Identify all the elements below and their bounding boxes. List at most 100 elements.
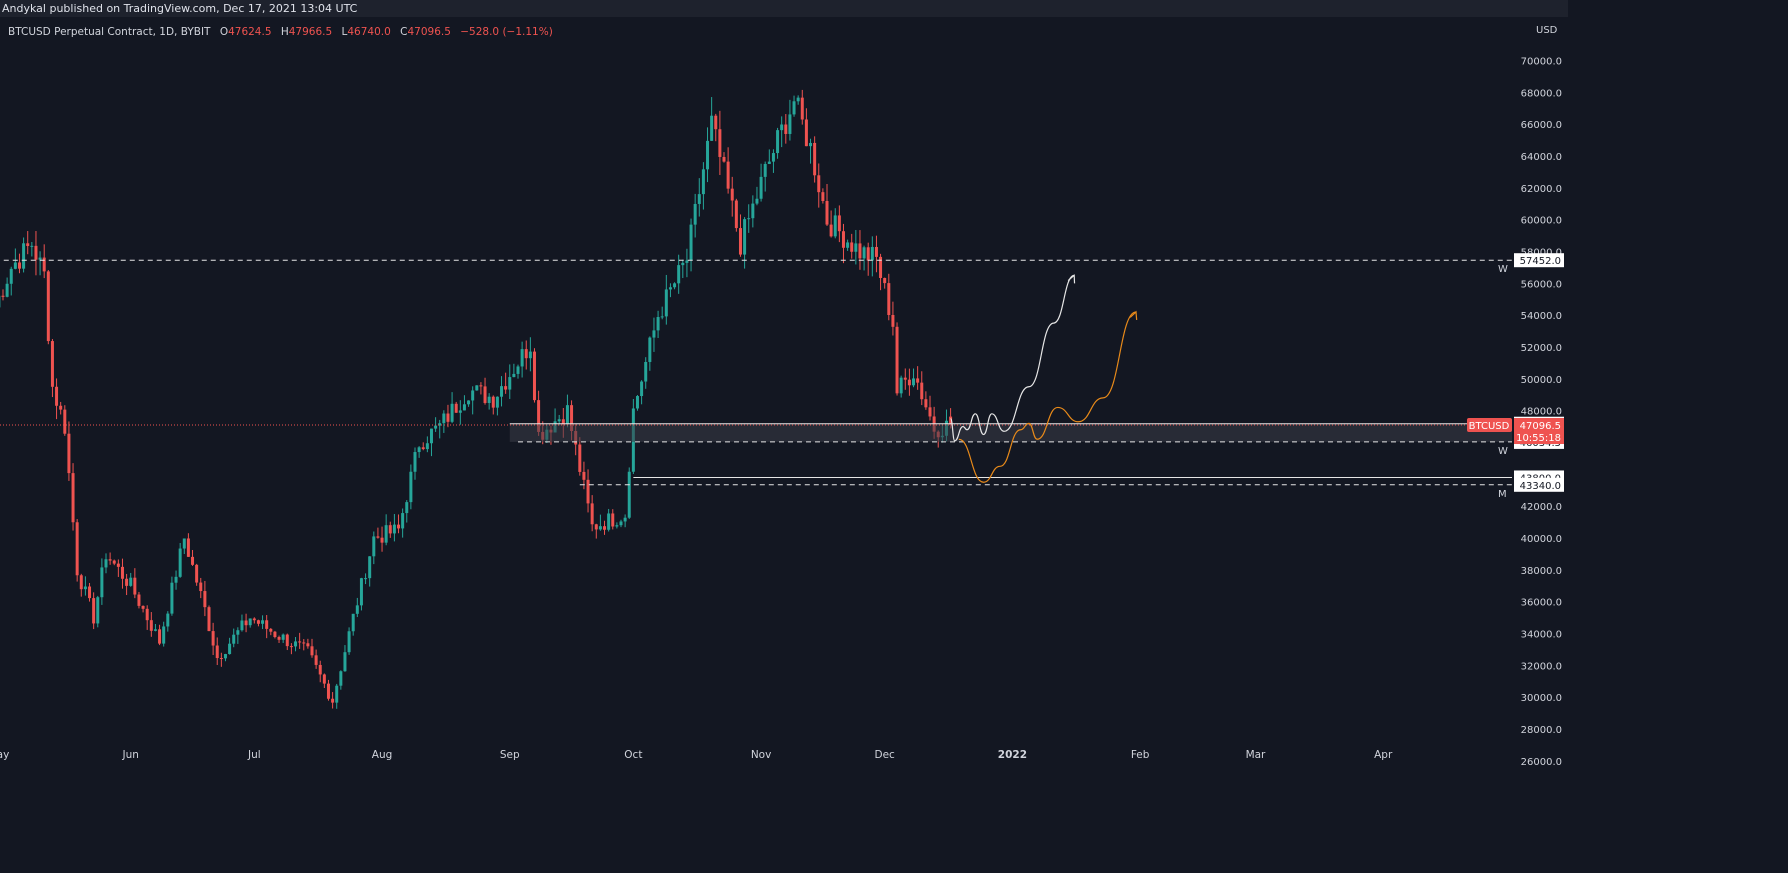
candle-body xyxy=(397,524,401,529)
projection-path-orange[interactable] xyxy=(958,311,1137,483)
price-axis-background[interactable] xyxy=(1512,17,1568,766)
candle-body xyxy=(326,683,330,699)
candle-body xyxy=(598,526,602,530)
y-tick-label: 38000.0 xyxy=(1521,566,1562,577)
candle-body xyxy=(532,351,536,401)
candle-body xyxy=(903,377,907,380)
candle-body xyxy=(565,405,569,425)
candle-body xyxy=(219,658,223,660)
candle-body xyxy=(96,597,100,624)
y-tick-label: 40000.0 xyxy=(1521,534,1562,545)
candle-body xyxy=(289,646,293,648)
candle-body xyxy=(281,634,285,640)
candle-body xyxy=(46,271,50,342)
candle-body xyxy=(710,115,714,141)
candle-body xyxy=(199,582,203,592)
candle-body xyxy=(846,242,850,248)
legend-close-label: C xyxy=(400,26,407,38)
candle-body xyxy=(59,405,63,410)
candle-body xyxy=(899,377,903,394)
y-tick-label: 48000.0 xyxy=(1521,407,1562,418)
candle-body xyxy=(804,119,808,147)
candle-body xyxy=(570,405,574,432)
x-tick-label: Jul xyxy=(247,749,261,761)
legend-high: 47966.5 xyxy=(289,26,332,38)
candle-body xyxy=(302,642,306,644)
projection-path-orange-arrowhead xyxy=(1129,310,1138,320)
candle-body xyxy=(821,192,825,201)
y-tick-label: 60000.0 xyxy=(1521,216,1562,227)
candle-body xyxy=(191,556,195,565)
candle-body xyxy=(813,142,817,176)
candle-body xyxy=(866,247,870,261)
candle-body xyxy=(644,361,648,382)
candle-body xyxy=(734,200,738,229)
candle-body xyxy=(870,246,874,261)
projection-path-white[interactable] xyxy=(950,274,1075,442)
publisher-bar: Andykal published on TradingView.com, De… xyxy=(0,0,1568,17)
candle-body xyxy=(88,586,92,599)
candle-body xyxy=(322,674,326,684)
candle-body xyxy=(471,390,475,401)
time-axis[interactable]: ay Jun Jul Aug Sep Oct Nov Dec 2022 Feb Mar Apr xyxy=(0,749,1393,761)
candle-body xyxy=(516,366,520,374)
currency-label: USD xyxy=(1536,25,1558,36)
candle-body xyxy=(162,626,166,644)
candle-body xyxy=(236,630,240,635)
projection-path-white-arrowhead xyxy=(1067,274,1076,284)
candle-body xyxy=(195,564,199,583)
y-tick-label: 64000.0 xyxy=(1521,152,1562,163)
candle-body xyxy=(607,513,611,530)
candle-body xyxy=(248,618,252,626)
candle-body xyxy=(747,218,751,220)
candle-body xyxy=(578,444,582,472)
candle-body xyxy=(817,175,821,193)
candle-body xyxy=(355,605,359,614)
y-tick-label: 26000.0 xyxy=(1521,757,1562,766)
candle-body xyxy=(9,268,13,284)
x-tick-label: Mar xyxy=(1246,749,1266,761)
candle-body xyxy=(294,641,298,647)
candle-body xyxy=(141,605,145,609)
candle-body xyxy=(240,620,244,631)
candle-body xyxy=(203,591,207,608)
candle-body xyxy=(743,219,747,255)
candle-body xyxy=(561,419,565,425)
candle-body xyxy=(145,608,149,621)
candle-body xyxy=(215,645,219,659)
candle-body xyxy=(697,194,701,204)
y-tick-label: 68000.0 xyxy=(1521,88,1562,99)
candle-body xyxy=(833,215,837,237)
candle-body xyxy=(648,337,652,362)
candle-body xyxy=(186,538,190,557)
x-tick-label: Apr xyxy=(1374,749,1393,761)
candle-body xyxy=(920,382,924,400)
y-tick-label: 30000.0 xyxy=(1521,693,1562,704)
candle-body xyxy=(376,536,380,538)
price-chart[interactable]: BTCUSD Perpetual Contract, 1D, BYBIT O47… xyxy=(0,17,1568,766)
candle-body xyxy=(306,643,310,647)
candle-body xyxy=(491,396,495,408)
candle-body xyxy=(879,256,883,278)
legend-change: −528.0 (−1.11%) xyxy=(460,26,553,38)
candle-body xyxy=(891,314,895,327)
legend-close: 47096.5 xyxy=(407,26,450,38)
candle-body xyxy=(500,386,504,397)
y-tick-label: 54000.0 xyxy=(1521,311,1562,322)
candle-body xyxy=(13,262,17,269)
candle-body xyxy=(586,479,590,504)
candle-body xyxy=(487,396,491,403)
legend-low: 46740.0 xyxy=(347,26,390,38)
candle-body xyxy=(100,567,104,598)
candle-body xyxy=(71,473,75,523)
candle-body xyxy=(5,283,9,297)
candle-body xyxy=(714,115,718,130)
levels-layer: W W M xyxy=(0,259,1512,500)
candle-body xyxy=(854,243,858,252)
candle-body xyxy=(55,386,59,406)
candle-body xyxy=(446,413,450,422)
candle-body xyxy=(689,224,693,261)
candle-body xyxy=(158,629,162,644)
candle-body xyxy=(347,631,351,653)
candle-body xyxy=(627,471,631,518)
